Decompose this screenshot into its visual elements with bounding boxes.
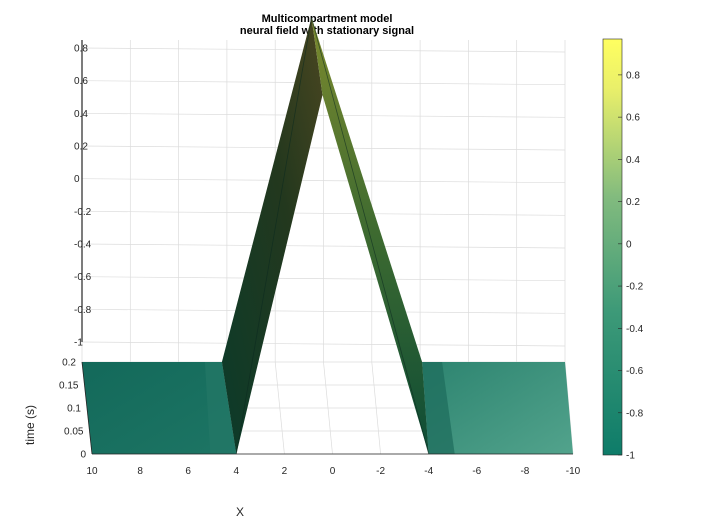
colorbar-tick-labels: 0.8 0.6 0.4 0.2 0 -0.2 -0.4 -0.6 -0.8 -1	[618, 70, 644, 462]
axes	[81, 40, 573, 455]
colorbar	[602, 38, 623, 456]
z-gridline	[81, 178, 566, 184]
right-plate-band	[422, 362, 455, 454]
x-tick-label: 0	[330, 466, 336, 477]
z-tick-label: -0.6	[74, 272, 92, 283]
y-axis-line	[81, 361, 93, 455]
z-tick-label: 0	[74, 174, 80, 185]
x-tick-label: 10	[86, 466, 98, 477]
y-tick-label: 0.15	[59, 381, 79, 392]
z-tick-label: -1	[74, 338, 83, 349]
z-tick-label: -0.2	[74, 207, 92, 218]
colorbar-tick-label: -0.4	[626, 324, 644, 335]
z-gridline	[81, 47, 566, 53]
colorbar-tick-label: -0.2	[626, 282, 644, 293]
z-tick-label: 0.4	[74, 109, 88, 120]
x-tick-label: -2	[376, 466, 385, 477]
y-axis-tick-labels: 0 0.05 0.1 0.15 0.2	[59, 358, 86, 461]
x-tick-label: 6	[185, 466, 191, 477]
z-tick-label: 0.2	[74, 142, 88, 153]
z-tick-label: 0.8	[74, 44, 88, 55]
x-tick-label: -4	[424, 466, 433, 477]
z-axis-tick-labels: -1 -0.8 -0.6 -0.4 -0.2 0 0.2 0.4 0.6 0.8	[74, 44, 92, 349]
y-axis-label: time (s)	[23, 405, 37, 445]
x-tick-label: 4	[234, 466, 240, 477]
z-gridline	[81, 112, 566, 118]
colorbar-tick-label: 0	[626, 239, 632, 250]
y-tick-label: 0	[80, 450, 86, 461]
chart-title-line-2: neural field with stationary signal	[240, 25, 414, 37]
x-axis-tick-labels: 10 8 6 4 2 0 -2 -4 -6 -8 -10	[86, 466, 580, 477]
left-flat-plate	[82, 362, 237, 454]
left-rising-face	[221, 17, 323, 454]
left-plate-band	[204, 362, 237, 454]
y-tick-label: 0.05	[64, 427, 84, 438]
colorbar-tick-label: 0.2	[626, 197, 640, 208]
z-tick-label: -0.4	[74, 240, 92, 251]
z-gridline	[81, 308, 566, 314]
colorbar-tick-label: -0.8	[626, 408, 644, 419]
x-tick-label: 2	[282, 466, 288, 477]
z-gridline	[81, 210, 566, 216]
z-gridline	[81, 341, 566, 347]
x-axis-label: X	[236, 505, 244, 519]
x-tick-label: 8	[137, 466, 143, 477]
surface-plot	[82, 17, 573, 455]
z-tick-label: -0.8	[74, 305, 92, 316]
colorbar-tick-label: 0.8	[626, 70, 640, 81]
chart-title-line-1: Multicompartment model	[262, 13, 393, 25]
colorbar-tick-label: 0.4	[626, 155, 640, 166]
z-gridline	[81, 276, 566, 282]
colorbar-tick-label: 0.6	[626, 113, 640, 124]
z-gridline	[81, 145, 566, 151]
tent-ridge-edge	[235, 17, 430, 455]
z-tick-label: 0.6	[74, 76, 88, 87]
x-tick-label: -8	[520, 466, 529, 477]
colorbar-tick-label: -0.6	[626, 366, 644, 377]
y-tick-label: 0.1	[67, 404, 81, 415]
x-tick-label: -10	[566, 466, 581, 477]
right-flat-plate	[422, 362, 573, 454]
x-tick-label: -6	[472, 466, 481, 477]
z-gridline	[81, 243, 566, 249]
colorbar-tick-label: -1	[626, 451, 635, 462]
y-tick-label: 0.2	[62, 358, 76, 369]
